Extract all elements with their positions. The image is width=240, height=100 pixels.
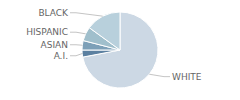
pie: WHITE A.I.ASIAN HISPANIC BLACK — [26, 8, 202, 88]
slice-label: HISPANIC — [26, 27, 68, 37]
leader-line — [70, 44, 82, 45]
leader-line — [70, 54, 82, 56]
slice-label: ASIAN — [41, 40, 68, 50]
pie-slice — [83, 12, 158, 88]
leader-line — [149, 74, 170, 76]
pie-slice — [89, 12, 120, 50]
pie-slice — [82, 50, 120, 57]
chart: WHITE A.I.ASIAN HISPANIC BLACK — [0, 0, 240, 100]
slice-label: BLACK — [38, 8, 69, 18]
leader-line — [70, 13, 103, 16]
slice-label: A.I. — [54, 51, 68, 61]
slice-label: WHITE — [172, 72, 202, 82]
leader-line — [70, 32, 86, 34]
